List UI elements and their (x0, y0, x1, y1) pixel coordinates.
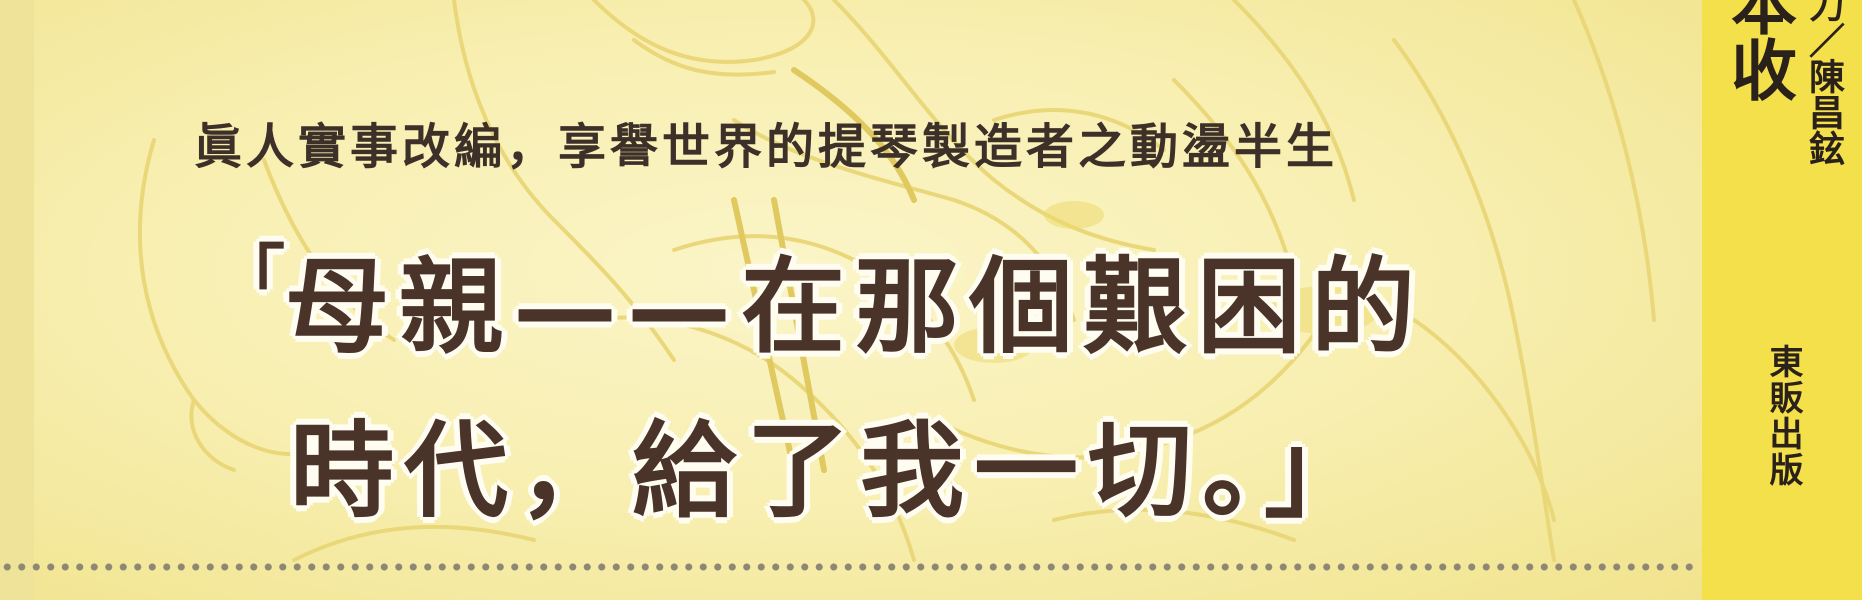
quote-open-bracket: 「 (215, 236, 285, 319)
spine-title: 本收 (1720, 0, 1798, 102)
spine-author: 力／陳昌鉉 (1803, 0, 1845, 166)
spine-publisher: 東販出版 (1763, 344, 1803, 488)
book-spine (1702, 0, 1862, 600)
cover-illustration-panel (34, 0, 1702, 600)
quote-text-1: 母親——在那個艱困的 (285, 245, 1426, 368)
cover-left-edge (0, 0, 36, 600)
dotted-divider (0, 562, 1700, 572)
quote-line-2: 時代，給了我一切。」 (290, 409, 1379, 532)
cover-subtitle: 眞人實事改編，享譽世界的提琴製造者之動盪半生 (194, 119, 1339, 175)
line-art-illustration (137, 0, 1656, 562)
quote-line-1: 「母親——在那個艱困的 (215, 222, 1425, 373)
